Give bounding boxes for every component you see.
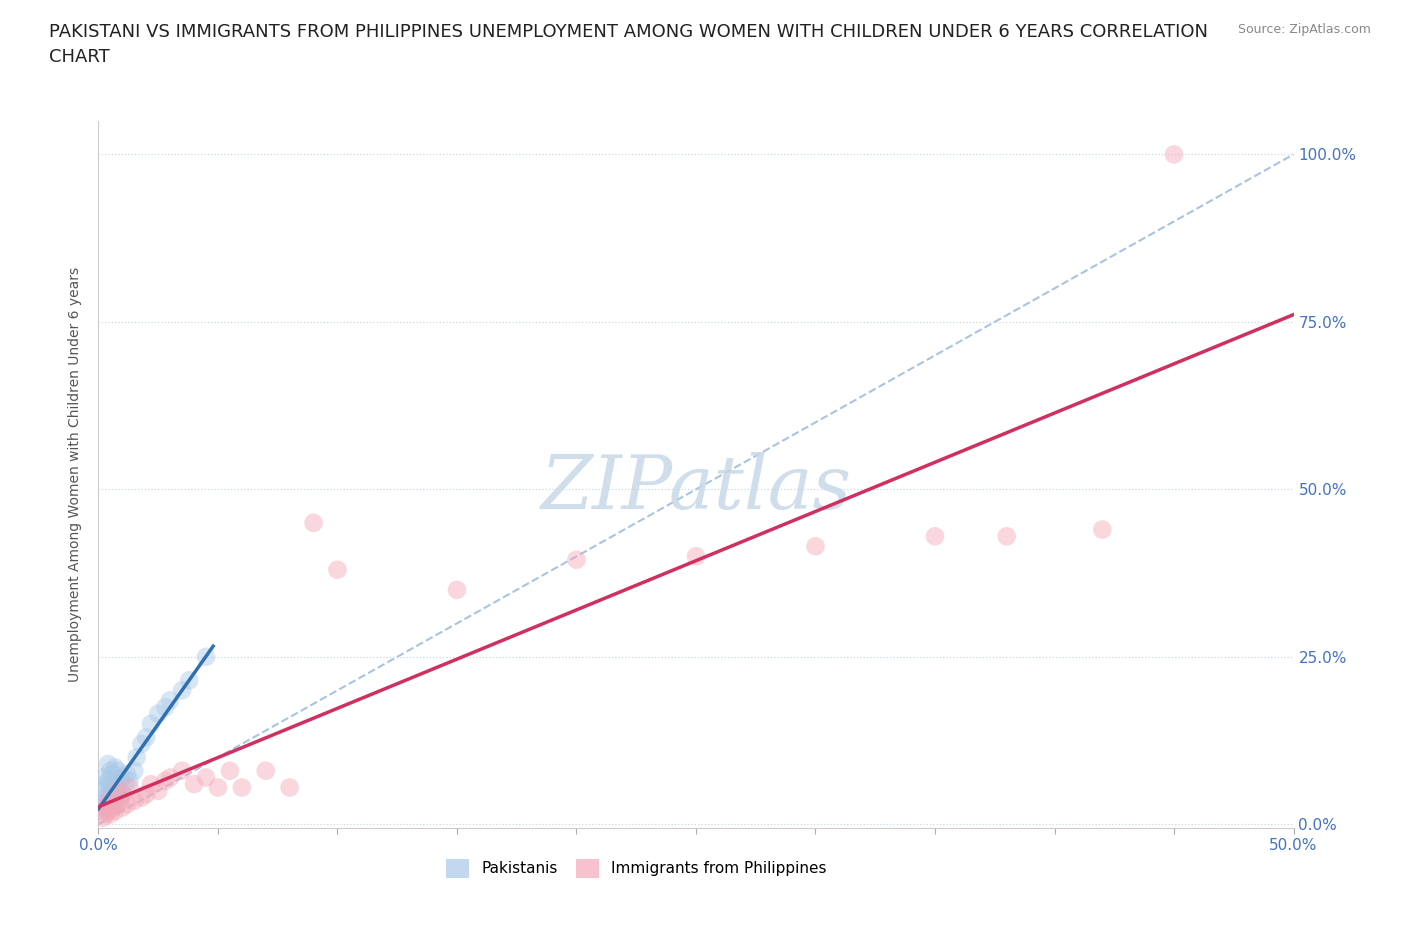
Point <box>107 783 129 798</box>
Point <box>148 707 170 722</box>
Text: PAKISTANI VS IMMIGRANTS FROM PHILIPPINES UNEMPLOYMENT AMONG WOMEN WITH CHILDREN : PAKISTANI VS IMMIGRANTS FROM PHILIPPINES… <box>49 23 1208 66</box>
Point <box>135 730 157 745</box>
Point <box>94 790 117 805</box>
Point <box>111 787 134 802</box>
Point <box>104 780 127 795</box>
Point <box>91 797 114 812</box>
Point <box>159 693 181 708</box>
Point <box>97 757 120 772</box>
Point <box>91 770 114 785</box>
Point <box>995 529 1018 544</box>
Point <box>124 793 146 808</box>
Point <box>115 797 138 812</box>
Point <box>97 787 120 802</box>
Y-axis label: Unemployment Among Women with Children Under 6 years: Unemployment Among Women with Children U… <box>69 267 83 682</box>
Point <box>108 774 131 789</box>
Point <box>115 766 138 781</box>
Point <box>98 797 122 812</box>
Point <box>278 780 301 795</box>
Point <box>98 777 122 791</box>
Point <box>179 673 201 688</box>
Point <box>219 764 242 778</box>
Point <box>148 783 170 798</box>
Point <box>111 800 134 815</box>
Point <box>183 777 205 791</box>
Point <box>107 797 129 812</box>
Point <box>326 563 349 578</box>
Point <box>104 804 127 818</box>
Point <box>231 780 253 795</box>
Point <box>91 783 114 798</box>
Point <box>565 552 588 567</box>
Point <box>1163 147 1185 162</box>
Point <box>107 764 129 778</box>
Point <box>159 770 181 785</box>
Point <box>131 790 153 805</box>
Point <box>804 538 827 553</box>
Point <box>155 699 177 714</box>
Point <box>118 774 141 789</box>
Point <box>111 770 134 785</box>
Point <box>114 777 136 791</box>
Point <box>98 764 122 778</box>
Point <box>101 797 124 812</box>
Point <box>104 760 127 775</box>
Point <box>172 764 194 778</box>
Point <box>155 774 177 789</box>
Point <box>101 800 124 815</box>
Point <box>101 766 124 781</box>
Point <box>101 783 124 798</box>
Point <box>107 797 129 812</box>
Point <box>97 774 120 789</box>
Point <box>254 764 277 778</box>
Point <box>685 549 707 564</box>
Point <box>98 790 122 805</box>
Point <box>98 800 122 815</box>
Point <box>94 800 117 815</box>
Point <box>97 804 120 818</box>
Point <box>94 807 117 822</box>
Point <box>97 793 120 808</box>
Point <box>91 810 114 825</box>
Point <box>107 783 129 798</box>
Point <box>195 649 218 664</box>
Point <box>111 787 134 802</box>
Point <box>94 777 117 791</box>
Point <box>924 529 946 544</box>
Point <box>446 582 468 597</box>
Point <box>207 780 229 795</box>
Point <box>104 793 127 808</box>
Point <box>98 807 122 822</box>
Point <box>108 790 131 805</box>
Point <box>135 787 157 802</box>
Point <box>91 804 114 818</box>
Point <box>172 683 194 698</box>
Point <box>125 750 148 764</box>
Point <box>302 515 325 530</box>
Point <box>118 780 141 795</box>
Legend: Pakistanis, Immigrants from Philippines: Pakistanis, Immigrants from Philippines <box>440 853 832 884</box>
Point <box>139 777 162 791</box>
Point <box>94 800 117 815</box>
Point <box>97 797 120 812</box>
Text: ZIPatlas: ZIPatlas <box>540 452 852 525</box>
Text: Source: ZipAtlas.com: Source: ZipAtlas.com <box>1237 23 1371 36</box>
Point <box>131 737 153 751</box>
Point <box>139 716 162 731</box>
Point <box>195 770 218 785</box>
Point <box>124 764 146 778</box>
Point <box>1091 522 1114 537</box>
